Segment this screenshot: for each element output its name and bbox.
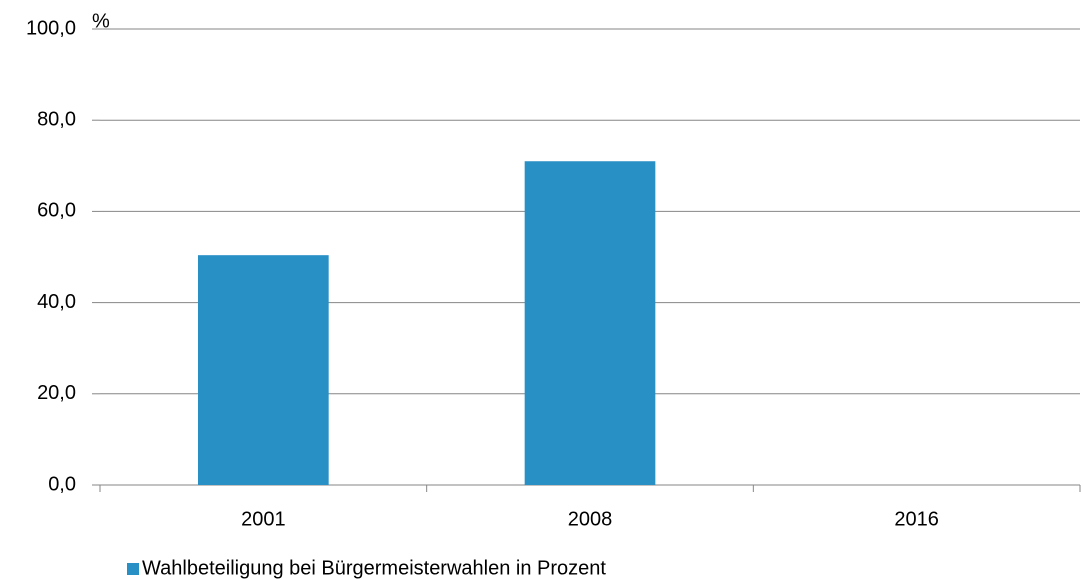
y-tick-label: 20,0 [37, 382, 76, 404]
y-tick-label: 80,0 [37, 108, 76, 130]
x-tick-label: 2001 [241, 508, 286, 530]
x-tick-label: 2008 [568, 508, 613, 530]
bar [198, 255, 329, 485]
x-tick-label: 2016 [894, 508, 939, 530]
legend-swatch [127, 563, 139, 575]
y-tick-label: 100,0 [26, 17, 76, 39]
y-unit: % [92, 10, 110, 32]
y-tick-label: 40,0 [37, 291, 76, 313]
bar [524, 161, 656, 486]
legend-label: Wahlbeteiligung bei Bürgermeisterwahlen … [142, 557, 606, 579]
y-tick-label: 0,0 [48, 473, 76, 495]
y-tick-label: 60,0 [37, 200, 76, 222]
